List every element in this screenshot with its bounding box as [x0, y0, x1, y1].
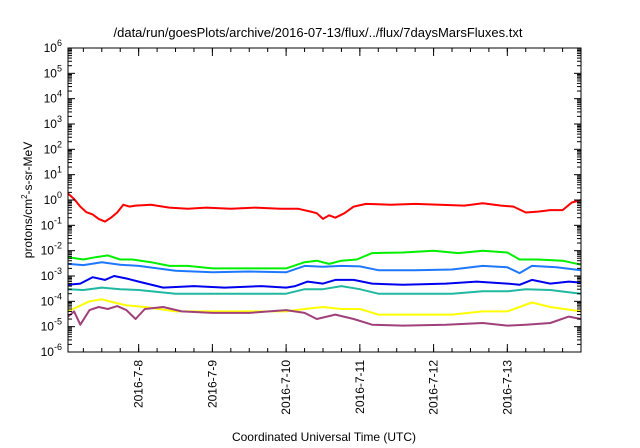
- y-tick-exponent: 6: [57, 38, 62, 48]
- y-tick-label: 10-2: [41, 241, 62, 258]
- y-tick-label: 106: [44, 38, 62, 55]
- y-tick-base: 10: [41, 244, 55, 258]
- y-tick-label: 104: [44, 89, 62, 106]
- y-tick-label: 10-6: [41, 342, 62, 359]
- y-axis-label: protons/cm2-s-sr-MeV: [20, 142, 35, 258]
- y-tick-label: 10-4: [41, 291, 62, 308]
- y-tick-label: 102: [44, 139, 62, 156]
- y-tick-base: 10: [41, 345, 55, 359]
- y-tick-exponent: 1: [57, 165, 62, 175]
- y-tick-base: 10: [41, 269, 55, 283]
- y-tick-base: 10: [41, 294, 55, 308]
- x-tick-label: 2016-7-9: [205, 360, 219, 408]
- x-tick-label: 2016-7-12: [427, 360, 441, 415]
- y-tick-exponent: -5: [54, 317, 62, 327]
- y-tick-base: 10: [44, 193, 58, 207]
- y-tick-exponent: 5: [57, 63, 62, 73]
- x-tick-label: 2016-7-13: [500, 360, 514, 415]
- y-tick-label: 10-1: [41, 215, 62, 232]
- y-tick-base: 10: [44, 41, 58, 55]
- y-tick-exponent: -2: [54, 241, 62, 251]
- series-line-6: [67, 305, 582, 327]
- y-tick-label: 105: [44, 63, 62, 80]
- x-tick-label: 2016-7-11: [353, 360, 367, 414]
- y-tick-base: 10: [44, 117, 58, 131]
- y-tick-label: 103: [44, 114, 62, 131]
- y-tick-exponent: -1: [54, 215, 62, 225]
- y-tick-label: 101: [44, 165, 62, 182]
- series-line-1: [67, 249, 582, 270]
- y-tick-exponent: -4: [54, 291, 62, 301]
- y-tick-exponent: 4: [57, 89, 62, 99]
- y-tick-base: 10: [44, 66, 58, 80]
- y-tick-base: 10: [41, 218, 55, 232]
- x-axis-label: Coordinated Universal Time (UTC): [232, 430, 416, 444]
- series-line-4: [67, 285, 582, 295]
- x-tick-label: 2016-7-8: [132, 360, 146, 408]
- y-axis-label-sup: 2: [20, 194, 29, 199]
- plot-area: 10-610-510-410-310-210-11001011021031041…: [41, 38, 582, 415]
- series-line-0: [67, 192, 582, 223]
- chart-title: /data/run/goesPlots/archive/2016-07-13/f…: [114, 25, 523, 40]
- series-line-2: [67, 261, 582, 275]
- y-tick-label: 10-5: [41, 317, 62, 334]
- y-tick-label: 100: [44, 190, 62, 207]
- y-tick-exponent: 0: [57, 190, 62, 200]
- y-tick-base: 10: [41, 320, 55, 334]
- y-axis-label-base: protons/cm: [21, 199, 35, 258]
- y-tick-exponent: -3: [54, 266, 62, 276]
- y-tick-label: 10-3: [41, 266, 62, 283]
- y-tick-base: 10: [44, 142, 58, 156]
- y-tick-exponent: -6: [54, 342, 62, 352]
- y-tick-exponent: 2: [57, 139, 62, 149]
- y-tick-base: 10: [44, 92, 58, 106]
- x-tick-label: 2016-7-10: [279, 360, 293, 415]
- y-axis-label-rest: -s-sr-MeV: [21, 142, 35, 195]
- series-line-3: [67, 275, 582, 289]
- y-tick-base: 10: [44, 168, 58, 182]
- series-line-5: [67, 298, 582, 316]
- y-tick-exponent: 3: [57, 114, 62, 124]
